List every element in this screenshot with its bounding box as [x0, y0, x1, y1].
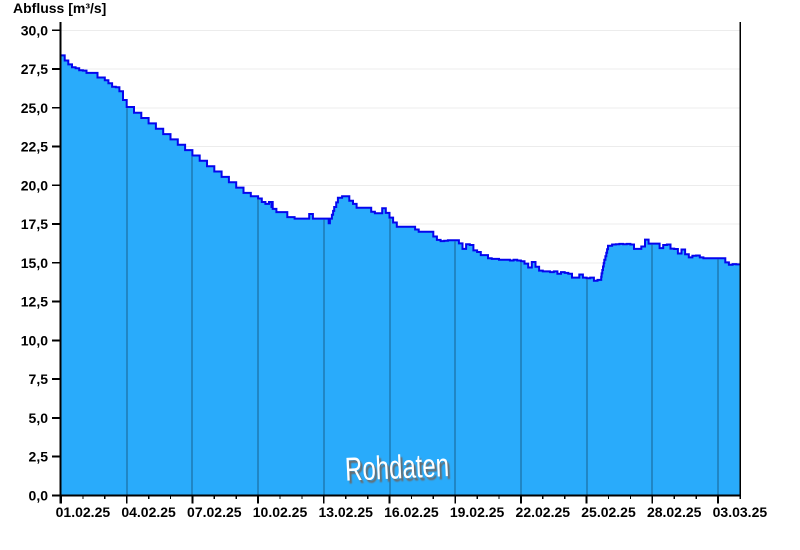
svg-text:04.02.25: 04.02.25 — [121, 504, 176, 520]
svg-text:0,0: 0,0 — [29, 488, 49, 504]
svg-text:10,0: 10,0 — [21, 332, 48, 348]
svg-text:19.02.25: 19.02.25 — [450, 504, 505, 520]
svg-text:13.02.25: 13.02.25 — [318, 504, 373, 520]
svg-text:2,5: 2,5 — [29, 449, 49, 465]
svg-text:Rohdaten: Rohdaten — [346, 450, 452, 491]
svg-text:25,0: 25,0 — [21, 100, 48, 116]
svg-text:15,0: 15,0 — [21, 255, 48, 271]
svg-text:03.03.25: 03.03.25 — [713, 504, 768, 520]
svg-text:Abfluss [m³/s]: Abfluss [m³/s] — [13, 0, 106, 16]
svg-text:22,5: 22,5 — [21, 139, 48, 155]
svg-text:30,0: 30,0 — [21, 22, 48, 38]
svg-text:17,5: 17,5 — [21, 216, 48, 232]
svg-text:25.02.25: 25.02.25 — [581, 504, 636, 520]
svg-text:07.02.25: 07.02.25 — [187, 504, 242, 520]
svg-text:12,5: 12,5 — [21, 294, 48, 310]
svg-text:Rohdaten: Rohdaten — [344, 447, 450, 488]
svg-text:01.02.25: 01.02.25 — [56, 504, 111, 520]
svg-text:5,0: 5,0 — [29, 410, 49, 426]
svg-text:28.02.25: 28.02.25 — [647, 504, 702, 520]
svg-text:27,5: 27,5 — [21, 61, 48, 77]
svg-text:22.02.25: 22.02.25 — [516, 504, 571, 520]
svg-text:7,5: 7,5 — [29, 371, 49, 387]
svg-text:16.02.25: 16.02.25 — [384, 504, 439, 520]
svg-text:20,0: 20,0 — [21, 177, 48, 193]
svg-text:10.02.25: 10.02.25 — [253, 504, 308, 520]
